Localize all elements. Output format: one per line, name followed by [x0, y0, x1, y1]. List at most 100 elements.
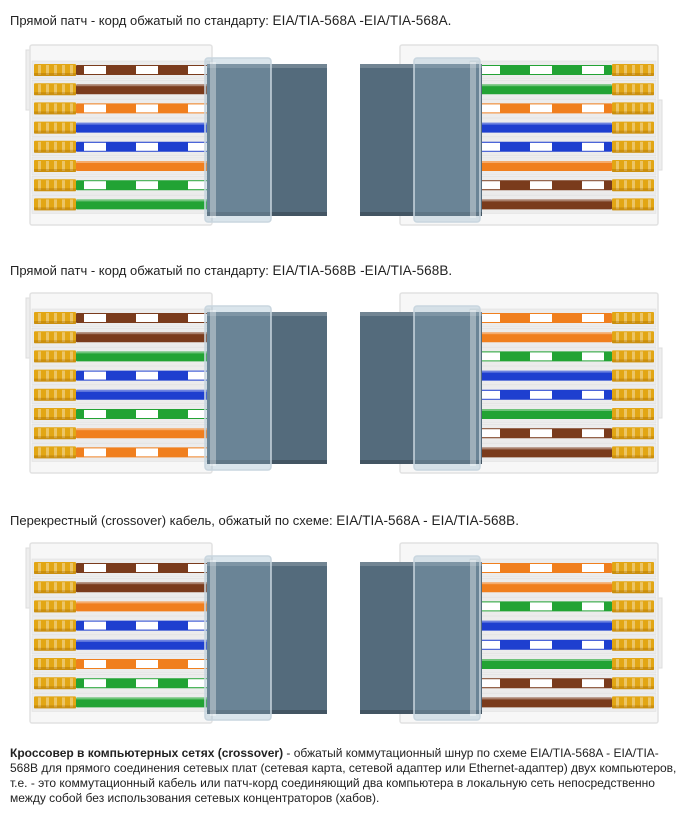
gold-contact: [612, 160, 654, 172]
wire-blue: [470, 370, 612, 381]
gold-contact: [612, 677, 654, 690]
wire-white-blue: [76, 141, 214, 152]
gold-contact: [612, 369, 654, 382]
wire-blue: [76, 122, 214, 133]
gold-contact: [34, 369, 76, 382]
gold-contact: [612, 446, 654, 459]
right-connector: [399, 292, 663, 474]
right-connector: [399, 44, 663, 226]
gold-contact: [612, 408, 654, 420]
gold-contact: [34, 83, 76, 96]
gold-contact: [34, 696, 76, 709]
wire-brown: [470, 199, 612, 210]
left-cable-sleeve: [204, 555, 327, 721]
gold-contact: [612, 658, 654, 670]
wire-green: [76, 351, 214, 362]
wire-orange: [76, 161, 214, 171]
wire-green: [470, 409, 612, 419]
wire-green: [76, 697, 214, 708]
wire-white-blue: [470, 141, 612, 152]
wire-white-orange: [470, 563, 612, 573]
gold-contact: [34, 427, 76, 440]
wire-white-green: [470, 65, 612, 75]
gold-contact: [34, 179, 76, 192]
gold-contact: [612, 638, 654, 651]
gold-contact: [34, 121, 76, 134]
gold-contact: [34, 140, 76, 153]
wire-white-blue: [470, 639, 612, 650]
gold-contact: [34, 562, 76, 574]
wire-white-orange: [470, 313, 612, 323]
wire-white-green: [470, 601, 612, 612]
left-cable-sleeve: [204, 305, 327, 471]
left-connector: [25, 44, 214, 226]
wire-brown: [470, 697, 612, 708]
left-connector: [25, 292, 214, 474]
gold-contact: [34, 64, 76, 76]
wire-white-brown: [470, 180, 612, 191]
wire-white-brown: [76, 563, 214, 573]
gold-contact: [612, 427, 654, 440]
wire-white-blue: [470, 389, 612, 400]
wire-white-brown: [470, 678, 612, 689]
wire-white-orange: [76, 659, 214, 669]
right-cable-sleeve: [360, 305, 482, 471]
wire-brown: [470, 447, 612, 458]
gold-contact: [34, 638, 76, 651]
wire-blue: [76, 389, 214, 400]
wire-white-orange: [470, 103, 612, 114]
gold-contact: [612, 102, 654, 115]
wire-brown: [76, 582, 214, 593]
wire-orange: [470, 332, 612, 343]
wire-green: [470, 84, 612, 95]
section-2-diagram: [25, 292, 663, 474]
wire-orange: [76, 428, 214, 439]
wire-orange: [76, 601, 214, 612]
gold-contact: [34, 600, 76, 613]
wire-white-brown: [76, 65, 214, 75]
section-3-caption: Перекрестный (crossover) кабель, обжатый…: [10, 513, 519, 528]
gold-contact: [34, 581, 76, 594]
left-connector: [25, 542, 214, 724]
section-1-caption-standard: EIA/TIA-568A -EIA/TIA-568A.: [272, 13, 452, 28]
wire-white-orange: [76, 447, 214, 458]
section-2-caption: Прямой патч - корд обжатый по стандарту:…: [10, 263, 452, 278]
right-cable-sleeve: [360, 555, 482, 721]
gold-contact: [34, 350, 76, 363]
section-1-diagram: [25, 44, 663, 226]
gold-contact: [34, 198, 76, 211]
wire-green: [470, 659, 612, 669]
wire-white-green: [470, 351, 612, 362]
section-1-caption-text: Прямой патч - корд обжатый по стандарту:: [10, 13, 273, 28]
gold-contact: [34, 446, 76, 459]
gold-contact: [612, 600, 654, 613]
gold-contact: [34, 312, 76, 324]
wire-blue: [76, 639, 214, 650]
wire-green: [76, 199, 214, 210]
gold-contact: [34, 160, 76, 172]
gold-contact: [612, 64, 654, 76]
gold-contact: [612, 121, 654, 134]
gold-contact: [34, 658, 76, 670]
gold-contact: [612, 83, 654, 96]
wire-white-brown: [76, 313, 214, 323]
wire-white-brown: [470, 428, 612, 439]
wire-white-blue: [76, 370, 214, 381]
crossover-description: Кроссовер в компьютерных сетях (crossove…: [10, 746, 678, 806]
gold-contact: [612, 350, 654, 363]
wire-orange: [470, 582, 612, 593]
right-cable-sleeve: [360, 57, 482, 223]
gold-contact: [34, 102, 76, 115]
gold-contact: [612, 140, 654, 153]
gold-contact: [612, 198, 654, 211]
wire-white-green: [76, 678, 214, 689]
wire-white-orange: [76, 103, 214, 114]
gold-contact: [34, 331, 76, 344]
section-1-caption: Прямой патч - корд обжатый по стандарту:…: [10, 13, 452, 28]
gold-contact: [612, 562, 654, 574]
gold-contact: [612, 331, 654, 344]
crossover-description-term: Кроссовер в компьютерных сетях (crossove…: [10, 746, 284, 760]
section-3-caption-text: Перекрестный (crossover) кабель, обжатый…: [10, 513, 337, 528]
gold-contact: [34, 619, 76, 632]
gold-contact: [34, 388, 76, 401]
